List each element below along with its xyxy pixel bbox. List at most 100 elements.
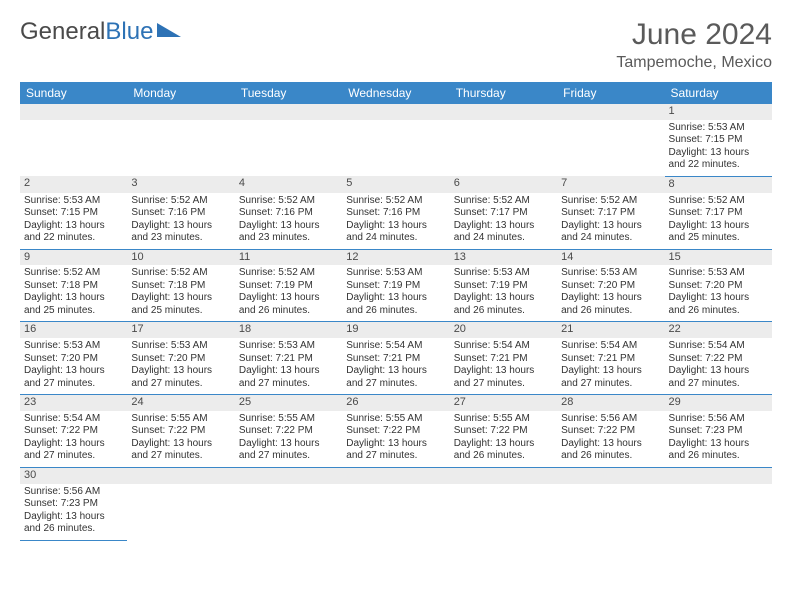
sunset-text: Sunset: 7:16 PM [131,207,230,220]
day-number-cell: 16 [20,322,127,338]
day-data-row: Sunrise: 5:53 AMSunset: 7:20 PMDaylight:… [20,338,772,395]
logo-text-blue: Blue [105,18,153,46]
day-number-cell [557,467,664,483]
month-title: June 2024 [616,18,772,52]
day-data-row: Sunrise: 5:56 AMSunset: 7:23 PMDaylight:… [20,484,772,541]
logo: GeneralBlue [20,18,181,46]
day-number-cell: 18 [235,322,342,338]
sunrise-text: Sunrise: 5:53 AM [24,340,123,353]
day-data-cell: Sunrise: 5:52 AMSunset: 7:19 PMDaylight:… [235,265,342,322]
day-number-cell [20,104,127,120]
calendar-table: Sunday Monday Tuesday Wednesday Thursday… [20,82,772,541]
day-number-row: 23242526272829 [20,395,772,411]
sunrise-text: Sunrise: 5:54 AM [561,340,660,353]
weekday-header: Sunday [20,82,127,104]
daylight-text: Daylight: 13 hours and 26 minutes. [24,511,123,536]
day-data-cell: Sunrise: 5:54 AMSunset: 7:22 PMDaylight:… [20,411,127,468]
day-data-cell: Sunrise: 5:52 AMSunset: 7:17 PMDaylight:… [450,193,557,250]
sunrise-text: Sunrise: 5:53 AM [24,195,123,208]
daylight-text: Daylight: 13 hours and 27 minutes. [239,438,338,463]
weekday-header: Tuesday [235,82,342,104]
sunset-text: Sunset: 7:21 PM [346,353,445,366]
day-number-cell [235,104,342,120]
day-data-row: Sunrise: 5:53 AMSunset: 7:15 PMDaylight:… [20,120,772,177]
daylight-text: Daylight: 13 hours and 27 minutes. [561,365,660,390]
day-number-cell: 28 [557,395,664,411]
day-data-cell: Sunrise: 5:52 AMSunset: 7:16 PMDaylight:… [235,193,342,250]
location: Tampemoche, Mexico [616,54,772,72]
sunrise-text: Sunrise: 5:52 AM [131,195,230,208]
sunrise-text: Sunrise: 5:52 AM [239,195,338,208]
day-number-cell: 5 [342,176,449,192]
sunrise-text: Sunrise: 5:56 AM [669,413,768,426]
sunset-text: Sunset: 7:16 PM [346,207,445,220]
sunrise-text: Sunrise: 5:54 AM [669,340,768,353]
sunrise-text: Sunrise: 5:53 AM [669,267,768,280]
day-data-cell: Sunrise: 5:52 AMSunset: 7:17 PMDaylight:… [665,193,772,250]
day-data-cell: Sunrise: 5:54 AMSunset: 7:21 PMDaylight:… [557,338,664,395]
day-data-cell: Sunrise: 5:55 AMSunset: 7:22 PMDaylight:… [450,411,557,468]
day-data-cell: Sunrise: 5:53 AMSunset: 7:19 PMDaylight:… [450,265,557,322]
sunset-text: Sunset: 7:20 PM [669,280,768,293]
day-number-row: 16171819202122 [20,322,772,338]
sunset-text: Sunset: 7:23 PM [24,498,123,511]
day-number-cell: 21 [557,322,664,338]
day-number-cell: 8 [665,176,772,192]
day-data-cell: Sunrise: 5:53 AMSunset: 7:19 PMDaylight:… [342,265,449,322]
day-data-cell [235,120,342,177]
sunset-text: Sunset: 7:17 PM [561,207,660,220]
day-data-cell: Sunrise: 5:52 AMSunset: 7:16 PMDaylight:… [342,193,449,250]
sunset-text: Sunset: 7:21 PM [561,353,660,366]
daylight-text: Daylight: 13 hours and 27 minutes. [24,438,123,463]
sunrise-text: Sunrise: 5:53 AM [561,267,660,280]
sunrise-text: Sunrise: 5:52 AM [346,195,445,208]
day-number-cell: 7 [557,176,664,192]
weekday-header: Wednesday [342,82,449,104]
day-data-cell: Sunrise: 5:54 AMSunset: 7:22 PMDaylight:… [665,338,772,395]
day-number-cell: 2 [20,176,127,192]
sunrise-text: Sunrise: 5:53 AM [454,267,553,280]
sunset-text: Sunset: 7:18 PM [131,280,230,293]
day-number-cell: 30 [20,467,127,483]
day-number-cell [127,104,234,120]
title-block: June 2024 Tampemoche, Mexico [616,18,772,72]
sunrise-text: Sunrise: 5:52 AM [561,195,660,208]
daylight-text: Daylight: 13 hours and 25 minutes. [131,292,230,317]
day-data-cell [450,484,557,541]
day-data-row: Sunrise: 5:53 AMSunset: 7:15 PMDaylight:… [20,193,772,250]
sunrise-text: Sunrise: 5:54 AM [346,340,445,353]
sunrise-text: Sunrise: 5:55 AM [346,413,445,426]
day-data-cell: Sunrise: 5:55 AMSunset: 7:22 PMDaylight:… [342,411,449,468]
day-number-cell: 25 [235,395,342,411]
day-number-cell: 3 [127,176,234,192]
sunset-text: Sunset: 7:23 PM [669,425,768,438]
day-number-cell: 24 [127,395,234,411]
sunset-text: Sunset: 7:22 PM [346,425,445,438]
sunset-text: Sunset: 7:22 PM [454,425,553,438]
day-data-row: Sunrise: 5:54 AMSunset: 7:22 PMDaylight:… [20,411,772,468]
sunset-text: Sunset: 7:17 PM [454,207,553,220]
sunrise-text: Sunrise: 5:53 AM [239,340,338,353]
day-data-cell [127,120,234,177]
logo-triangle-icon [157,23,181,37]
sunset-text: Sunset: 7:20 PM [24,353,123,366]
daylight-text: Daylight: 13 hours and 24 minutes. [454,220,553,245]
day-data-cell: Sunrise: 5:53 AMSunset: 7:15 PMDaylight:… [20,193,127,250]
sunset-text: Sunset: 7:19 PM [346,280,445,293]
day-number-cell: 4 [235,176,342,192]
daylight-text: Daylight: 13 hours and 27 minutes. [131,365,230,390]
day-data-cell: Sunrise: 5:53 AMSunset: 7:21 PMDaylight:… [235,338,342,395]
day-data-cell: Sunrise: 5:53 AMSunset: 7:20 PMDaylight:… [557,265,664,322]
sunrise-text: Sunrise: 5:55 AM [131,413,230,426]
sunrise-text: Sunrise: 5:52 AM [239,267,338,280]
daylight-text: Daylight: 13 hours and 27 minutes. [24,365,123,390]
sunrise-text: Sunrise: 5:53 AM [131,340,230,353]
daylight-text: Daylight: 13 hours and 24 minutes. [346,220,445,245]
day-data-cell: Sunrise: 5:55 AMSunset: 7:22 PMDaylight:… [127,411,234,468]
sunset-text: Sunset: 7:21 PM [239,353,338,366]
day-data-cell [557,120,664,177]
sunset-text: Sunset: 7:19 PM [454,280,553,293]
daylight-text: Daylight: 13 hours and 27 minutes. [669,365,768,390]
day-number-cell: 20 [450,322,557,338]
day-number-cell: 17 [127,322,234,338]
